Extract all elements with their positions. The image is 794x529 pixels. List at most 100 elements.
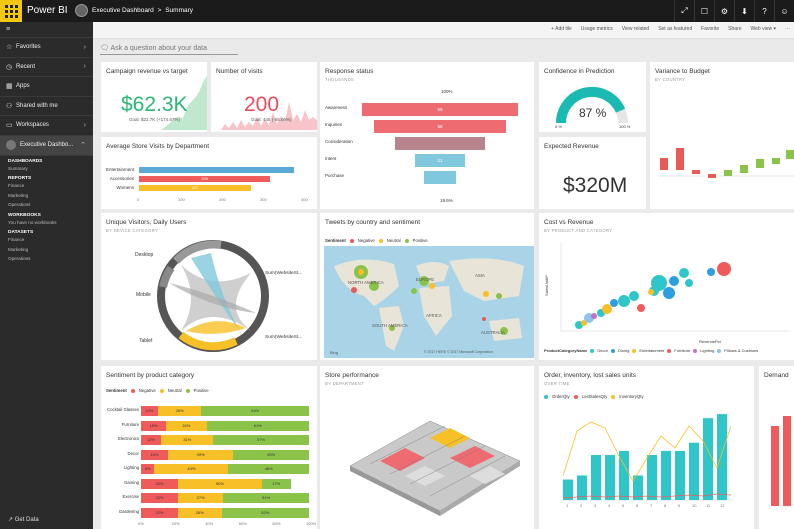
- stacked-bar-segment[interactable]: 51%: [223, 493, 309, 503]
- stacked-bar-segment[interactable]: 39%: [167, 449, 234, 460]
- legend-entry[interactable]: LostSalesQty: [581, 394, 608, 399]
- stacked-bar-segment[interactable]: 22%: [141, 478, 178, 489]
- legend-entry[interactable]: Decor: [597, 348, 609, 353]
- breadcrumb-page[interactable]: Summary: [165, 7, 194, 14]
- download-icon[interactable]: ⬇: [734, 0, 754, 22]
- legend-entry[interactable]: Neutral: [386, 238, 401, 243]
- action-button[interactable]: View related: [621, 26, 650, 32]
- legend-entry[interactable]: Positive: [412, 238, 428, 243]
- legend-entry[interactable]: Negative: [357, 238, 375, 243]
- action-button[interactable]: Web view ▾: [750, 26, 776, 32]
- bar[interactable]: 227: [139, 185, 251, 191]
- funnel-bar[interactable]: 58: [374, 120, 506, 133]
- order-bar[interactable]: [703, 418, 713, 500]
- sidebar-item-current-dashboard[interactable]: Executive Dashbo... ⌃: [0, 135, 93, 156]
- stacked-bar-segment[interactable]: 12%: [141, 435, 162, 445]
- tile-unique-visitors[interactable]: Unique Visitors, Daily Users BY DEVICE C…: [101, 213, 317, 360]
- legend-entry[interactable]: OrderQty: [552, 394, 570, 399]
- sidebar-item-apps[interactable]: ▦ Apps: [0, 77, 93, 97]
- legend-entry[interactable]: InventoryQty: [619, 394, 644, 399]
- legend-entry[interactable]: Lighting: [700, 348, 715, 353]
- action-button[interactable]: Favorite: [701, 26, 720, 32]
- order-bar[interactable]: [661, 450, 671, 500]
- order-bar[interactable]: [591, 455, 601, 500]
- stacked-bar-segment[interactable]: 45%: [233, 449, 309, 460]
- tile-sentiment[interactable]: Sentiment by product category Sentiment N…: [101, 366, 317, 529]
- world-map[interactable]: [324, 246, 534, 358]
- breadcrumb-dashboard[interactable]: Executive Dashboard: [92, 7, 154, 14]
- funnel-bar[interactable]: [424, 171, 456, 184]
- tile-store-performance[interactable]: Store performance BY DEPARTMENT: [320, 366, 534, 529]
- stacked-bar-segment[interactable]: 15%: [141, 420, 167, 431]
- stacked-bar-segment[interactable]: 26%: [157, 406, 202, 416]
- tile-variance-to-budget[interactable]: Variance to Budget BY COUNTRY: [650, 62, 794, 209]
- chevron-right-icon[interactable]: ›: [83, 121, 86, 129]
- bar[interactable]: 255: [139, 176, 271, 182]
- legend-entry[interactable]: Pillows & Cushions: [724, 348, 759, 353]
- chat-icon[interactable]: ☐: [694, 0, 714, 22]
- stacked-bar-segment[interactable]: 31%: [161, 435, 214, 445]
- stacked-bar-segment[interactable]: 26%: [177, 507, 222, 518]
- tile-confidence[interactable]: Confidence in Prediction 87 % 0 % 100 %: [539, 62, 646, 132]
- order-bar[interactable]: [577, 475, 587, 500]
- order-bar[interactable]: [689, 442, 699, 500]
- legend-entry[interactable]: Furniture: [674, 348, 691, 353]
- funnel-bar[interactable]: 69: [362, 103, 518, 116]
- stacked-bar-segment[interactable]: 52%: [221, 507, 309, 518]
- sidebar-subitem[interactable]: Operations: [8, 256, 31, 261]
- action-button[interactable]: Usage metrics: [580, 26, 613, 32]
- stacked-bar-segment[interactable]: 61%: [206, 420, 309, 431]
- action-button[interactable]: ···: [785, 26, 790, 32]
- tile-expected-revenue[interactable]: Expected Revenue $320M: [539, 137, 646, 209]
- funnel-bar[interactable]: [394, 137, 486, 150]
- stacked-bar-segment[interactable]: 17%: [261, 478, 291, 489]
- tile-order-inventory[interactable]: Order, inventory, lost sales units OVER …: [539, 366, 754, 529]
- stacked-bar-segment[interactable]: 48%: [228, 464, 309, 474]
- order-bar[interactable]: [619, 450, 629, 500]
- sidebar-subitem[interactable]: Operations: [8, 202, 31, 207]
- sidebar-subitem[interactable]: Finance: [8, 237, 25, 242]
- order-bar[interactable]: [675, 450, 685, 500]
- legend-entry[interactable]: Entertainment: [639, 348, 665, 353]
- tile-cost-vs-revenue[interactable]: Cost vs Revenue BY PRODUCT AND CATEGORY …: [539, 213, 794, 360]
- hamburger-icon[interactable]: ≡: [0, 22, 93, 38]
- stacked-bar-segment[interactable]: 24%: [166, 420, 207, 431]
- chevron-right-icon[interactable]: ›: [83, 43, 86, 51]
- tile-tweets[interactable]: Tweets by country and sentiment Sentimen…: [320, 213, 534, 360]
- tile-demand[interactable]: Demand: [759, 366, 794, 529]
- sidebar-item-recent[interactable]: ◷ Recent ›: [0, 58, 93, 77]
- sidebar-subitem[interactable]: You have no workbooks: [8, 219, 57, 225]
- sidebar-item-workspaces[interactable]: ▭ Workspaces ›: [0, 116, 93, 136]
- action-button[interactable]: + Add tile: [551, 26, 572, 32]
- sidebar-subitem[interactable]: Marketing: [8, 246, 29, 252]
- qa-input[interactable]: 🗨 Ask a question about your data: [100, 44, 238, 55]
- stacked-bar-segment[interactable]: 8%: [141, 464, 155, 474]
- legend-entry[interactable]: Neutral: [167, 388, 182, 393]
- sidebar-subitem[interactable]: Finance: [8, 183, 25, 188]
- stacked-bar-segment[interactable]: 22%: [141, 507, 178, 518]
- stacked-bar-segment[interactable]: 64%: [201, 406, 309, 416]
- order-bar[interactable]: [633, 475, 643, 500]
- stacked-bar-segment[interactable]: 50%: [177, 478, 262, 489]
- fullscreen-icon[interactable]: ⤢: [674, 0, 694, 22]
- stacked-bar-segment[interactable]: 27%: [177, 493, 224, 503]
- help-icon[interactable]: ?: [754, 0, 774, 22]
- sidebar-subitem[interactable]: Summary: [8, 165, 28, 171]
- legend-entry[interactable]: Positive: [193, 388, 209, 393]
- tile-store-visits[interactable]: Average Store Visits by Department Enter…: [101, 137, 317, 209]
- stacked-bar-segment[interactable]: 16%: [141, 449, 168, 460]
- settings-icon[interactable]: ⚙: [714, 0, 734, 22]
- tile-number-of-visits[interactable]: Number of visits 200 Goal: 445 (-55.06%): [211, 62, 317, 132]
- chevron-up-icon[interactable]: ⌃: [80, 142, 86, 149]
- order-bar[interactable]: [647, 455, 657, 500]
- app-launcher-icon[interactable]: [0, 0, 22, 22]
- legend-entry[interactable]: Dining: [618, 348, 630, 353]
- action-button[interactable]: Set as featured: [658, 26, 693, 32]
- stacked-bar-segment[interactable]: 10%: [141, 406, 158, 416]
- stacked-bar-segment[interactable]: 57%: [213, 435, 309, 445]
- get-data-button[interactable]: ↗ Get Data: [8, 516, 39, 523]
- app-name[interactable]: Power BI: [27, 5, 68, 16]
- action-button[interactable]: Share: [728, 26, 742, 32]
- legend-entry[interactable]: Negative: [138, 388, 156, 393]
- smiley-icon[interactable]: ☺: [774, 0, 794, 22]
